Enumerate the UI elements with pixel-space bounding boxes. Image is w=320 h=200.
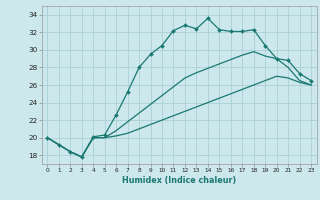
X-axis label: Humidex (Indice chaleur): Humidex (Indice chaleur) <box>122 176 236 185</box>
